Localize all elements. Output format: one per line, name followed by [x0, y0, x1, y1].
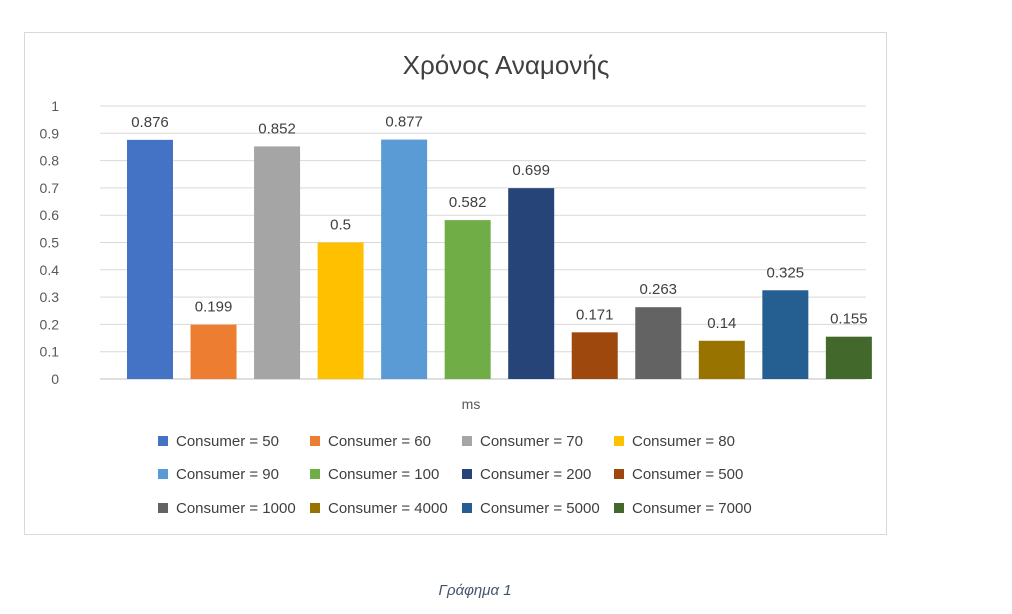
y-tick-label: 0.9 [40, 125, 60, 141]
data-label: 0.5 [330, 217, 351, 234]
bar [825, 336, 872, 379]
data-label: 0.852 [258, 120, 296, 137]
bar [444, 220, 491, 379]
bar [190, 324, 237, 379]
y-tick-label: 0.1 [40, 344, 60, 360]
bar [698, 340, 745, 379]
bar [127, 139, 173, 379]
data-label: 0.171 [576, 306, 614, 323]
bar [762, 290, 809, 379]
data-label: 0.877 [385, 114, 423, 131]
bar [254, 146, 301, 379]
bar [635, 307, 682, 379]
legend-label: Consumer = 1000 [176, 500, 296, 517]
legend-label: Consumer = 5000 [480, 500, 600, 517]
chart-title: Χρόνος Αναμονής [402, 50, 610, 80]
legend-swatch [158, 503, 168, 513]
bar [317, 242, 364, 379]
y-tick-label: 0.2 [40, 316, 60, 332]
data-label: 0.263 [639, 281, 677, 298]
y-tick-label: 0.5 [40, 235, 60, 251]
legend-swatch [310, 503, 320, 513]
data-label: 0.199 [195, 299, 233, 316]
legend-swatch [158, 436, 168, 446]
bar [508, 188, 555, 379]
legend-label: Consumer = 200 [480, 466, 591, 483]
figure-caption: Γράφημα 1 [438, 582, 512, 599]
legend-label: Consumer = 100 [328, 466, 439, 483]
y-tick-label: 0.7 [40, 180, 60, 196]
data-label: 0.876 [131, 114, 169, 131]
legend-swatch [310, 469, 320, 479]
x-axis-label: ms [462, 396, 481, 412]
y-tick-label: 0.8 [40, 153, 60, 169]
bar [571, 332, 618, 379]
legend-swatch [310, 436, 320, 446]
legend-swatch [614, 469, 624, 479]
legend-label: Consumer = 4000 [328, 500, 448, 517]
data-label: 0.155 [830, 311, 868, 328]
legend-label: Consumer = 70 [480, 433, 583, 450]
legend-label: Consumer = 80 [632, 433, 735, 450]
legend-label: Consumer = 90 [176, 466, 279, 483]
legend-swatch [614, 436, 624, 446]
data-label: 0.582 [449, 194, 487, 211]
legend-label: Consumer = 60 [328, 433, 431, 450]
y-tick-label: 0.4 [40, 262, 60, 278]
data-label: 0.14 [707, 315, 736, 332]
y-tick-label: 0.3 [40, 289, 60, 305]
legend-swatch [614, 503, 624, 513]
legend-label: Consumer = 7000 [632, 500, 752, 517]
bar-chart: 0 0.1 0.2 0.3 0.4 0.5 0.6 0.7 0.8 0.9 1 0.876 0.199 0… [40, 98, 872, 517]
legend-swatch [462, 469, 472, 479]
y-tick-label: 0.6 [40, 207, 60, 223]
legend-swatch [158, 469, 168, 479]
data-label: 0.699 [512, 162, 550, 179]
legend-swatch [462, 503, 472, 513]
legend-swatch [462, 436, 472, 446]
legend-label: Consumer = 500 [632, 466, 743, 483]
y-tick-label: 0 [51, 371, 59, 387]
legend-label: Consumer = 50 [176, 433, 279, 450]
y-tick-label: 1 [51, 98, 59, 114]
bar [381, 139, 428, 379]
data-label: 0.325 [767, 264, 805, 281]
